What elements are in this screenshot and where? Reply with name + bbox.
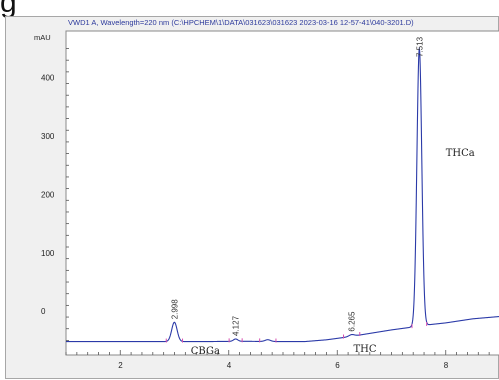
compound-label: THCa <box>446 148 475 159</box>
y-tick-label: 400 <box>41 74 55 83</box>
page-title: g <box>0 0 17 19</box>
peak-label: 6.265 <box>348 311 357 332</box>
x-tick-label: 2 <box>118 361 123 370</box>
plot-area <box>65 30 499 356</box>
x-tick-label: 6 <box>335 361 340 370</box>
x-tick-label: 8 <box>444 361 449 370</box>
compound-label: THC <box>354 344 377 355</box>
y-tick-label: 200 <box>41 190 55 199</box>
peak-label: 7.513 <box>415 36 424 57</box>
y-tick-label: 100 <box>41 249 55 258</box>
chart-header: VWD1 A, Wavelength=220 nm (C:\HPCHEM\1\D… <box>68 18 414 27</box>
y-axis-unit: mAU <box>34 33 51 42</box>
peak-label: 4.127 <box>232 315 241 336</box>
trace-layer <box>66 46 499 343</box>
y-tick-label: 0 <box>41 307 46 316</box>
y-tick-label: 300 <box>41 132 55 141</box>
compound-label: CBGa <box>191 346 220 357</box>
x-tick-label: 4 <box>227 361 232 370</box>
axes: 0 100 200 300 400 2 4 6 8 <box>41 48 490 370</box>
chromatogram-chart: VWD1 A, Wavelength=220 nm (C:\HPCHEM\1\D… <box>5 16 499 379</box>
label-layer: 2.998 4.127 6.265 7.513 CBGa THC THCa <box>170 36 474 356</box>
peak-label: 2.998 <box>170 299 179 320</box>
chromatogram-trace <box>66 46 499 343</box>
